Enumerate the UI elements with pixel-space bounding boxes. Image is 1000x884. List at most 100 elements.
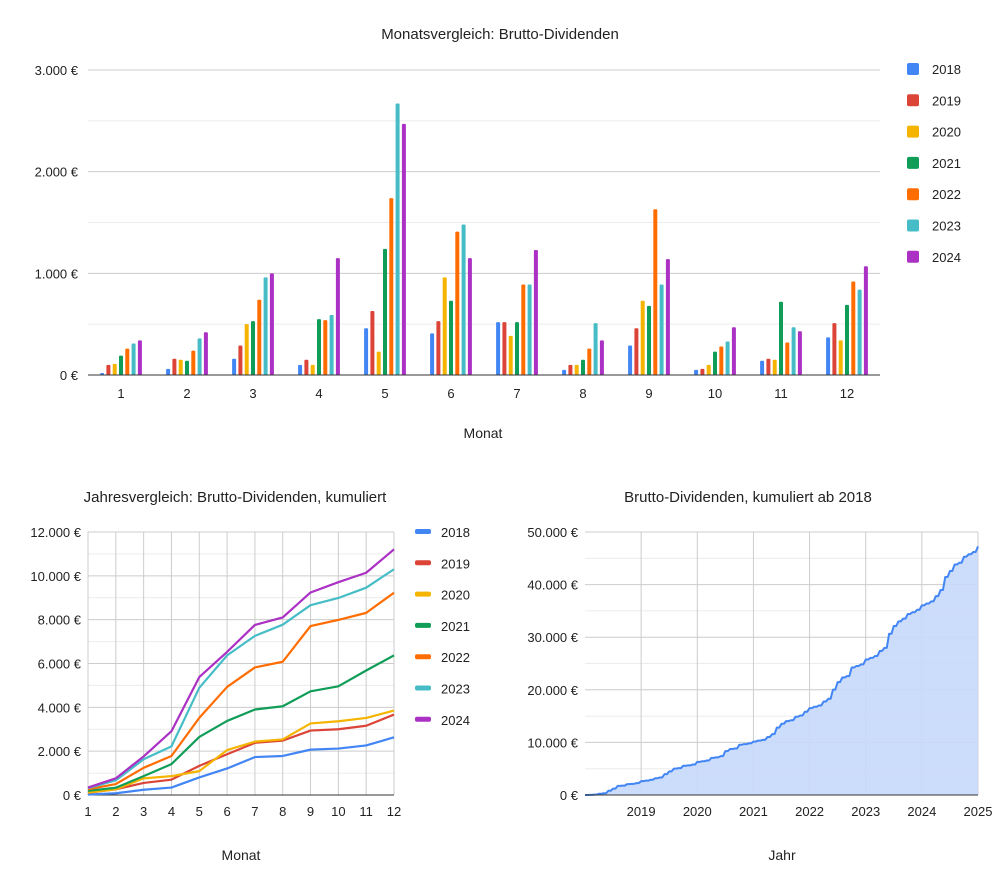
bar-2020-9 bbox=[640, 300, 645, 375]
bar-2024-8 bbox=[599, 340, 604, 375]
bar-2021-2 bbox=[185, 360, 189, 375]
line-series-2024 bbox=[87, 548, 395, 789]
bar-2021-9 bbox=[647, 305, 651, 375]
bar-2018-11 bbox=[760, 360, 765, 375]
y-tick-label: 0 € bbox=[60, 368, 79, 383]
x-axis-label: Monat bbox=[222, 847, 261, 863]
y-tick-label: 2.000 € bbox=[35, 165, 79, 180]
bar-2020-1 bbox=[112, 363, 117, 375]
bar-2022-5 bbox=[389, 198, 394, 375]
x-tick-label: 9 bbox=[645, 386, 652, 401]
bar-2023-4 bbox=[329, 315, 334, 375]
x-tick-label: 1 bbox=[84, 804, 91, 819]
legend-swatch-2022 bbox=[415, 654, 431, 660]
cumulative-total-area-chart: Brutto-Dividenden, kumuliert ab 2018 Jah… bbox=[527, 489, 992, 863]
legend-swatch-2020 bbox=[415, 591, 431, 597]
bar-2024-2 bbox=[203, 332, 208, 375]
bar-2019-12 bbox=[832, 323, 837, 375]
bar-2019-6 bbox=[436, 321, 441, 375]
cumulative-yearly-line-chart: Jahresvergleich: Brutto-Dividenden, kumu… bbox=[30, 489, 470, 863]
bar-2020-11 bbox=[772, 359, 777, 375]
legend-swatch-2022 bbox=[907, 188, 919, 201]
bar-2023-8 bbox=[593, 323, 598, 375]
bar-2023-9 bbox=[659, 284, 664, 375]
bar-2019-9 bbox=[634, 328, 639, 375]
legend-label: 2022 bbox=[932, 187, 961, 202]
bar-2022-10 bbox=[719, 346, 724, 375]
bar-2021-10 bbox=[713, 351, 717, 375]
legend-label: 2023 bbox=[441, 682, 470, 697]
x-tick-label: 2019 bbox=[627, 804, 656, 819]
bar-2023-7 bbox=[527, 284, 532, 375]
cumulative-line bbox=[585, 546, 979, 796]
legend-swatch-2024 bbox=[415, 716, 431, 722]
bar-2021-8 bbox=[581, 359, 585, 375]
bar-2018-6 bbox=[430, 333, 435, 375]
x-tick-label: 10 bbox=[331, 804, 345, 819]
x-tick-label: 2025 bbox=[964, 804, 993, 819]
x-tick-label: 5 bbox=[381, 386, 388, 401]
bar-2020-3 bbox=[244, 324, 249, 375]
legend-label: 2020 bbox=[932, 125, 961, 140]
line-series-2018 bbox=[87, 736, 395, 796]
x-tick-label: 4 bbox=[168, 804, 175, 819]
x-tick-label: 8 bbox=[279, 804, 286, 819]
bar-2020-5 bbox=[376, 351, 381, 375]
bar-2018-5 bbox=[364, 328, 369, 375]
bar-2024-3 bbox=[269, 273, 274, 375]
y-tick-label: 30.000 € bbox=[527, 630, 578, 645]
bar-2023-2 bbox=[197, 338, 202, 375]
x-tick-label: 2 bbox=[112, 804, 119, 819]
legend-label: 2018 bbox=[932, 62, 961, 77]
bar-2020-8 bbox=[574, 364, 579, 375]
bar-2023-6 bbox=[461, 224, 466, 375]
bar-2021-1 bbox=[119, 355, 123, 375]
x-axis-label: Jahr bbox=[768, 847, 796, 863]
legend-label: 2021 bbox=[932, 156, 961, 171]
y-tick-label: 2.000 € bbox=[38, 744, 82, 759]
x-tick-label: 9 bbox=[307, 804, 314, 819]
legend-label: 2020 bbox=[441, 588, 470, 603]
x-tick-label: 6 bbox=[447, 386, 454, 401]
bar-2022-8 bbox=[587, 348, 592, 375]
line-series-2019 bbox=[87, 713, 395, 794]
x-tick-label: 10 bbox=[708, 386, 722, 401]
line-series-2021 bbox=[87, 654, 395, 792]
y-tick-label: 20.000 € bbox=[527, 683, 578, 698]
bar-2020-4 bbox=[310, 364, 315, 375]
bar-2020-2 bbox=[178, 359, 183, 375]
x-tick-label: 5 bbox=[196, 804, 203, 819]
x-tick-label: 2022 bbox=[795, 804, 824, 819]
x-tick-label: 6 bbox=[223, 804, 230, 819]
y-tick-label: 4.000 € bbox=[38, 700, 82, 715]
x-tick-label: 11 bbox=[774, 386, 788, 401]
area-fill bbox=[585, 546, 978, 795]
bar-2018-10 bbox=[694, 369, 699, 375]
legend-swatch-2021 bbox=[415, 622, 431, 628]
bar-2023-5 bbox=[395, 103, 400, 376]
bar-2024-12 bbox=[863, 266, 868, 375]
legend-swatch-2024 bbox=[907, 250, 919, 263]
y-tick-label: 50.000 € bbox=[527, 525, 578, 540]
monthly-bar-chart: Monatsvergleich: Brutto-Dividenden Monat… bbox=[35, 26, 961, 441]
x-tick-label: 12 bbox=[387, 804, 401, 819]
legend-swatch-2023 bbox=[907, 219, 919, 232]
bar-2021-12 bbox=[845, 304, 849, 375]
bar-2023-3 bbox=[263, 277, 268, 375]
x-tick-label: 12 bbox=[840, 386, 854, 401]
bar-2024-9 bbox=[665, 259, 670, 375]
y-tick-label: 0 € bbox=[560, 788, 579, 803]
y-tick-label: 10.000 € bbox=[527, 735, 578, 750]
x-tick-label: 7 bbox=[251, 804, 258, 819]
legend-swatch-2019 bbox=[907, 94, 919, 107]
legend-label: 2022 bbox=[441, 650, 470, 665]
y-tick-label: 10.000 € bbox=[30, 569, 81, 584]
x-tick-label: 8 bbox=[579, 386, 586, 401]
bar-2020-12 bbox=[838, 340, 843, 375]
x-tick-label: 3 bbox=[249, 386, 256, 401]
x-tick-label: 2020 bbox=[683, 804, 712, 819]
bar-2019-8 bbox=[568, 364, 573, 375]
legend-swatch-2023 bbox=[415, 685, 431, 691]
legend-label: 2019 bbox=[932, 93, 961, 108]
chart-title: Monatsvergleich: Brutto-Dividenden bbox=[381, 26, 619, 43]
